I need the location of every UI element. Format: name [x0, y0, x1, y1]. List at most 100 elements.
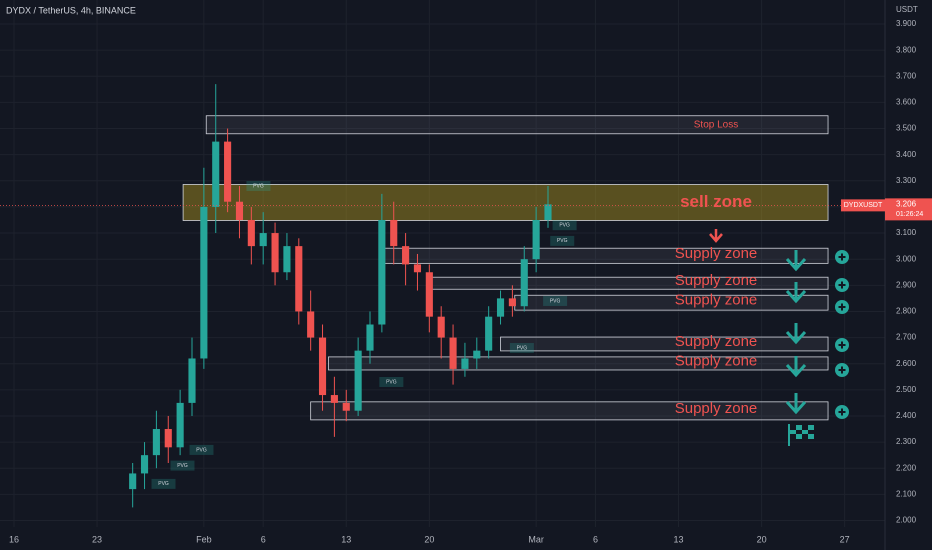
candle-body	[544, 204, 552, 220]
grid	[0, 0, 885, 527]
y-tick-label: 3.900	[896, 19, 917, 28]
candle-body	[283, 246, 291, 273]
y-tick-label: 2.400	[896, 411, 917, 420]
y-tick-label: 3.800	[896, 45, 917, 54]
candle-body	[402, 246, 410, 265]
candle-body	[330, 395, 338, 403]
x-tick-label: 20	[424, 534, 434, 544]
candle-body	[413, 264, 422, 273]
candle-body	[307, 311, 315, 338]
candle-body	[390, 219, 398, 247]
y-tick-label: 2.700	[896, 333, 917, 342]
zone-label: Supply zone	[675, 400, 758, 417]
zone	[500, 336, 829, 352]
fvg-box	[189, 444, 214, 455]
x-tick-label: 13	[341, 534, 351, 544]
chart-title: DYDX / TetherUS, 4h, BINANCE	[6, 5, 136, 15]
fvg-box	[552, 220, 577, 231]
candle-body	[318, 337, 327, 396]
price-label: 3.206	[896, 199, 917, 208]
y-tick-label: 3.400	[896, 150, 917, 159]
candle-body	[212, 141, 220, 207]
candle-body	[342, 402, 350, 411]
candle-body	[449, 337, 457, 369]
arrow-down	[709, 229, 723, 243]
zone-label: Supply zone	[675, 245, 758, 262]
candle-body	[188, 358, 196, 403]
y-tick-label: 3.500	[896, 124, 917, 133]
finish-flag	[788, 424, 814, 446]
y-tick-label: 3.600	[896, 98, 917, 107]
candle-body	[271, 233, 279, 273]
fvg-label: PVG	[557, 238, 568, 244]
candles	[129, 84, 552, 508]
candle-body	[140, 455, 149, 474]
y-axis-label: USDT	[896, 5, 918, 14]
zone	[182, 184, 829, 221]
decorations	[709, 229, 849, 446]
y-tick-label: 3.000	[896, 254, 917, 263]
candle-body	[425, 272, 433, 317]
y-tick-label: 2.600	[896, 359, 917, 368]
candle-body	[532, 219, 540, 260]
fvg-box	[151, 478, 176, 489]
candle-body	[366, 324, 374, 351]
fvg-labels: PVG PVG PVG PVG PVG PVG PVG PVG PVG	[151, 181, 577, 489]
y-tick-label: 2.100	[896, 489, 917, 498]
x-tick-label: 13	[674, 534, 684, 544]
fvg-box	[246, 181, 271, 192]
y-tick-label: 2.900	[896, 280, 917, 289]
x-tick-label: Feb	[196, 534, 212, 544]
candle-body	[461, 358, 469, 369]
y-tick-label: 2.000	[896, 516, 917, 525]
candle-body	[295, 246, 303, 312]
fvg-label: PVG	[517, 345, 528, 351]
candle-body	[176, 402, 184, 448]
fvg-label: PVG	[559, 223, 570, 229]
zone	[310, 401, 829, 421]
candle-body	[164, 429, 172, 448]
y-tick-label: 3.300	[896, 176, 917, 185]
y-tick-label: 3.700	[896, 71, 917, 80]
zone-label: Supply zone	[675, 292, 758, 309]
zone	[205, 115, 829, 135]
x-tick-label: Mar	[528, 534, 544, 544]
countdown-label: 01:26:24	[896, 211, 923, 218]
candle-body	[129, 473, 137, 490]
x-tick-label: 6	[593, 534, 598, 544]
plus-icons	[835, 250, 849, 419]
arrows	[785, 250, 807, 415]
candle-body	[259, 233, 267, 247]
fvg-box	[379, 376, 404, 387]
candle-body	[508, 298, 516, 307]
zone	[380, 247, 829, 264]
fvg-label: PVG	[386, 379, 397, 385]
candle-body	[152, 429, 160, 456]
symbol-label: DYDXUSDT	[844, 202, 883, 209]
x-tick-label: 23	[92, 534, 102, 544]
y-tick-label: 3.100	[896, 228, 917, 237]
candle-body	[473, 350, 481, 359]
symbol-tag	[841, 199, 885, 212]
fvg-label: PVG	[550, 298, 561, 304]
candle-body	[247, 219, 255, 247]
candle-body	[354, 350, 362, 411]
fvg-box	[170, 460, 195, 471]
candle-body	[235, 201, 244, 220]
zone-label: sell zone	[680, 192, 752, 211]
y-tick-label: 2.500	[896, 385, 917, 394]
y-tick-label: 2.800	[896, 307, 917, 316]
candle-body	[378, 219, 386, 325]
fvg-box	[509, 343, 534, 354]
zone	[428, 276, 829, 290]
candle-body	[496, 298, 505, 317]
fvg-box	[543, 295, 568, 306]
fvg-label: PVG	[177, 463, 188, 469]
zone-label: Supply zone	[675, 352, 758, 369]
x-tick-label: 27	[840, 534, 850, 544]
fvg-label: PVG	[196, 447, 207, 453]
zone-label: Stop Loss	[694, 119, 738, 130]
fvg-box	[550, 235, 575, 246]
